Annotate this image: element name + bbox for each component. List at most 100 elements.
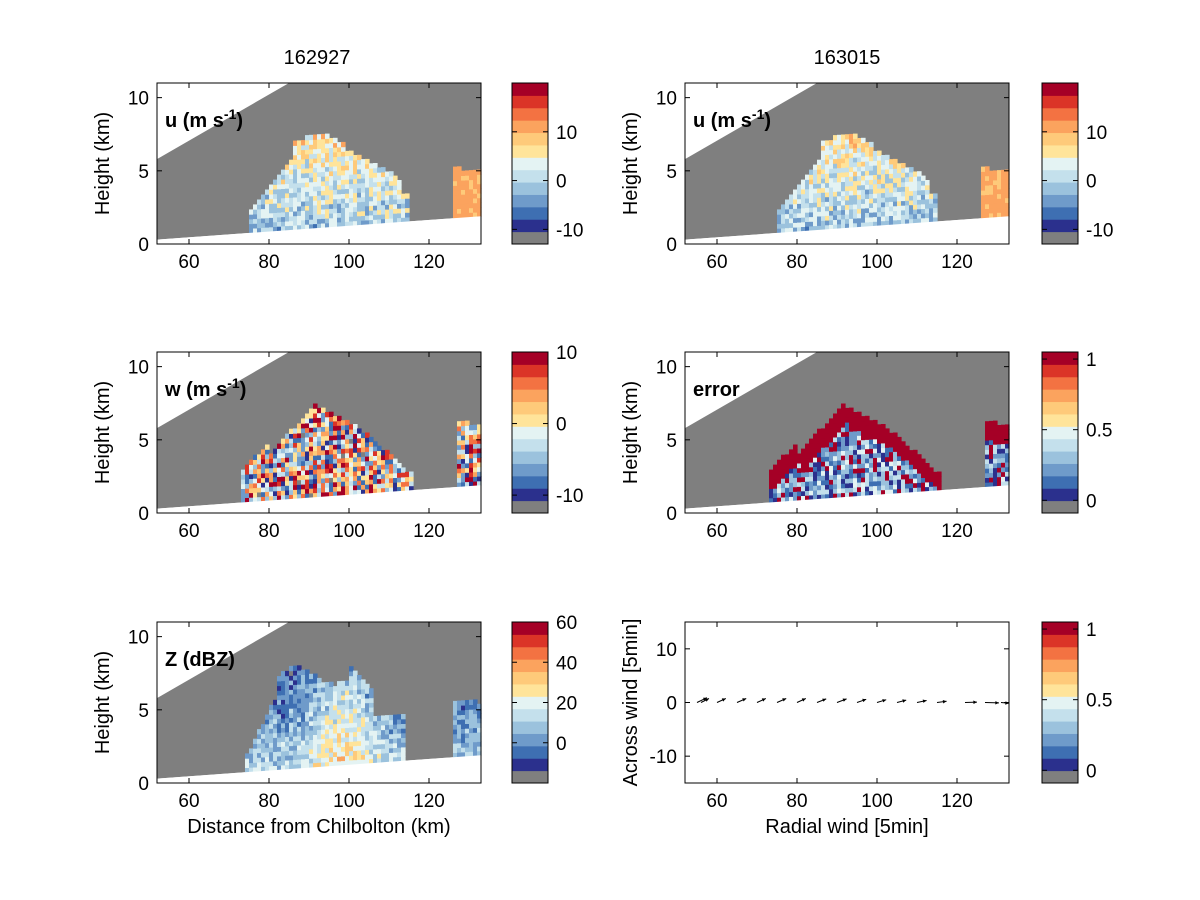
field-cell	[301, 418, 306, 424]
field-cell	[301, 154, 306, 160]
field-cell	[305, 493, 310, 499]
field-cell	[265, 208, 270, 214]
field-cell	[861, 481, 866, 487]
field-cell	[821, 182, 826, 189]
field-cell	[285, 727, 290, 733]
field-cell	[905, 190, 910, 197]
field-cell	[461, 212, 466, 219]
field-cell	[273, 217, 278, 223]
field-cell	[861, 458, 866, 464]
field-cell	[329, 728, 334, 734]
field-cell	[381, 752, 386, 759]
field-cell	[865, 472, 870, 478]
field-cell	[381, 473, 386, 479]
field-cell	[861, 208, 866, 214]
field-cell	[329, 142, 334, 148]
field-cell	[293, 764, 298, 770]
field-cell	[349, 750, 354, 756]
field-cell	[861, 142, 866, 148]
field-cell	[285, 202, 290, 208]
field-cell	[777, 214, 782, 220]
field-cell	[869, 165, 874, 171]
field-cell	[809, 471, 814, 477]
field-cell	[377, 487, 382, 494]
field-cell	[285, 461, 290, 467]
colorbar-swatch	[512, 83, 548, 96]
field-cell	[793, 212, 798, 219]
field-cell	[277, 471, 282, 477]
field-cell	[841, 209, 846, 215]
field-cell	[921, 184, 926, 191]
field-cell	[257, 482, 262, 488]
field-cell	[769, 497, 774, 503]
field-cell	[905, 445, 910, 451]
field-cell	[305, 427, 310, 433]
field-cell	[365, 451, 370, 457]
field-cell	[325, 728, 330, 735]
field-cell	[873, 216, 878, 222]
field-cell	[345, 689, 350, 696]
field-cell	[825, 493, 830, 499]
field-cell	[277, 476, 282, 482]
field-cell	[289, 754, 294, 761]
field-cell	[297, 460, 302, 467]
field-cell	[257, 218, 262, 224]
field-cell	[785, 491, 790, 498]
field-cell	[905, 176, 910, 182]
field-cell	[349, 164, 354, 170]
colorbar-swatch	[512, 475, 548, 489]
field-cell	[909, 478, 914, 484]
field-cell	[985, 444, 990, 450]
field-cell	[889, 191, 894, 198]
field-cell	[853, 435, 858, 441]
field-cell	[477, 197, 482, 203]
field-cell	[469, 746, 474, 752]
field-cell	[917, 189, 922, 196]
field-cell	[905, 218, 910, 225]
field-cell	[337, 704, 342, 710]
field-cell	[301, 669, 306, 675]
field-cell	[353, 155, 358, 161]
field-cell	[269, 467, 274, 473]
field-cell	[365, 446, 370, 452]
field-cell	[857, 435, 862, 441]
field-cell	[265, 227, 270, 233]
field-cell	[477, 736, 482, 742]
field-cell	[341, 490, 346, 496]
field-cell	[401, 481, 406, 487]
field-cell	[357, 428, 362, 434]
field-cell	[877, 220, 882, 227]
field-cell	[345, 462, 350, 468]
field-cell	[337, 685, 342, 692]
field-cell	[389, 747, 394, 753]
field-cell	[321, 148, 326, 154]
field-cell	[825, 201, 830, 207]
field-cell	[805, 188, 810, 194]
field-cell	[857, 194, 862, 200]
x-tick-label: 120	[413, 791, 445, 812]
field-cell	[461, 439, 466, 445]
field-cell	[837, 436, 842, 442]
field-cell	[341, 170, 346, 176]
field-cell	[393, 719, 398, 725]
field-cell	[257, 227, 262, 233]
field-cell	[349, 443, 354, 449]
x-tick-label: 120	[941, 521, 973, 542]
field-cell	[777, 209, 782, 215]
field-cell	[265, 217, 270, 223]
field-cell	[853, 440, 858, 446]
field-cell	[785, 473, 790, 479]
field-cell	[821, 475, 826, 481]
field-cell	[325, 213, 330, 219]
field-cell	[317, 492, 322, 498]
field-cell	[477, 727, 482, 733]
field-cell	[921, 194, 926, 200]
wind-arrow-head	[902, 699, 907, 703]
field-cell	[477, 429, 482, 435]
field-cell	[365, 484, 370, 490]
field-cell	[265, 723, 270, 730]
field-cell	[461, 472, 466, 478]
field-cell	[357, 470, 362, 476]
